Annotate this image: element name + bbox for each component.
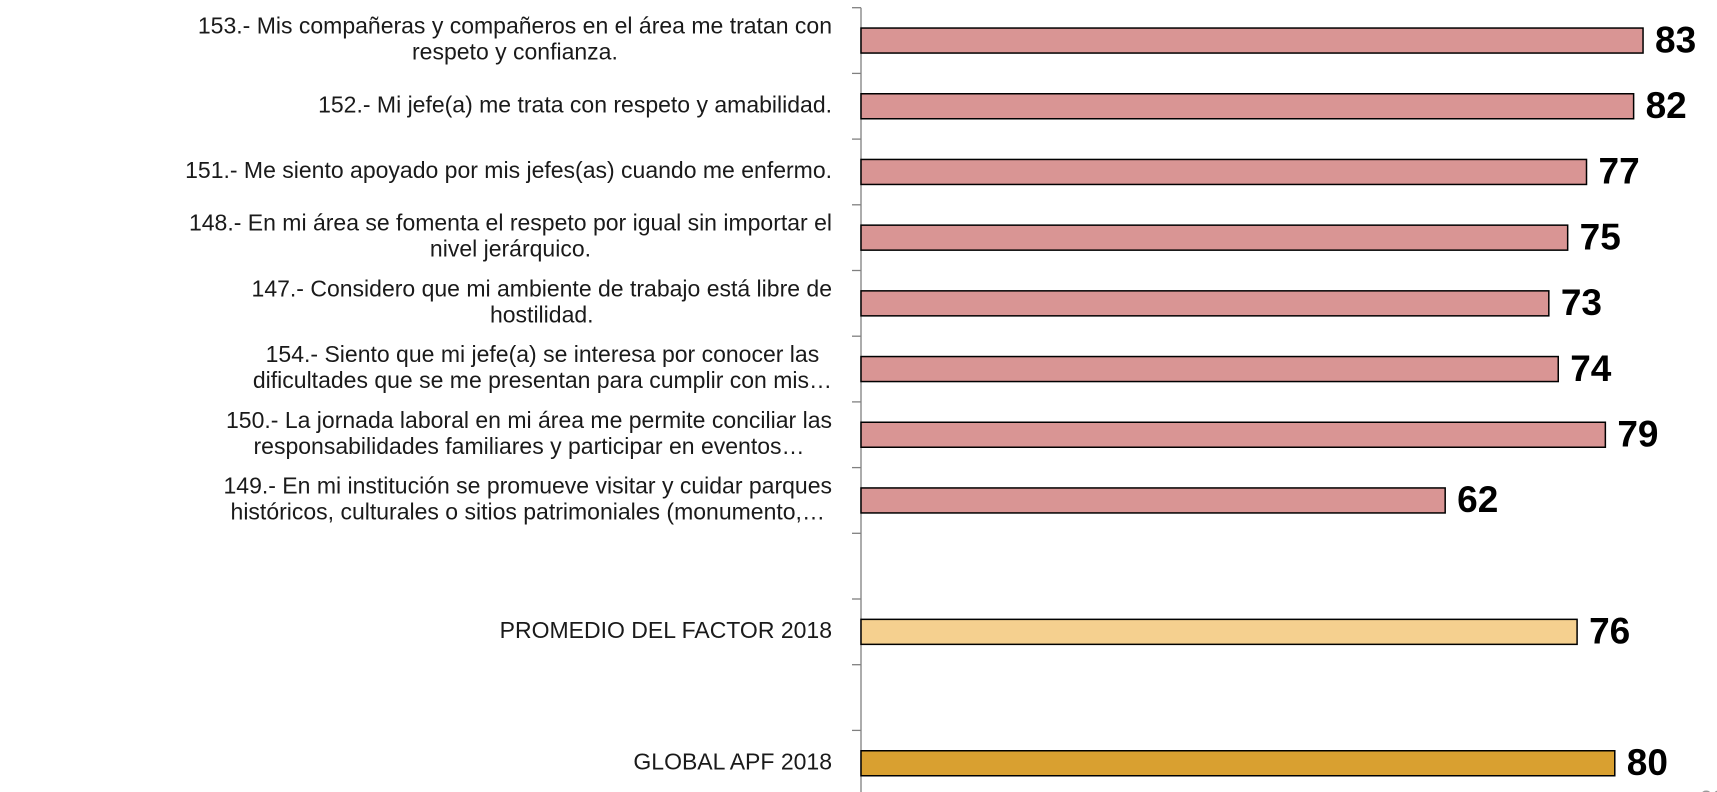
category-label: 152.- Mi jefe(a) me trata con respeto y … <box>318 91 832 117</box>
category-label: 148.- En mi área se fomenta el respeto p… <box>189 210 832 236</box>
category-label: dificultades que se me presentan para cu… <box>253 367 832 393</box>
category-label: 151.- Me siento apoyado por mis jefes(as… <box>185 157 832 183</box>
bar <box>860 158 1588 186</box>
value-label: 80 <box>1627 742 1668 783</box>
bar <box>860 27 1644 54</box>
page-number: 20 <box>1700 786 1717 792</box>
category-label: 150.- La jornada laboral en mi área me p… <box>226 407 832 433</box>
value-label: 77 <box>1599 151 1640 192</box>
bar <box>860 750 1616 777</box>
category-label: 147.- Considero que mi ambiente de traba… <box>252 275 832 301</box>
value-label: 62 <box>1457 479 1498 520</box>
category-label: 153.- Mis compañeras y compañeros en el … <box>198 13 832 39</box>
value-label: 83 <box>1655 19 1696 60</box>
value-label: 74 <box>1570 348 1612 389</box>
category-label: responsabilidades familiares y participa… <box>254 433 805 459</box>
category-label: 154.- Siento que mi jefe(a) se interesa … <box>266 341 820 367</box>
bar <box>860 93 1635 120</box>
value-label: 82 <box>1646 85 1687 126</box>
category-label: respeto y confianza. <box>412 39 618 65</box>
value-label: 73 <box>1561 282 1602 323</box>
value-label: 76 <box>1589 611 1630 652</box>
category-label: PROMEDIO DEL FACTOR 2018 <box>500 617 832 643</box>
value-label: 75 <box>1580 216 1621 257</box>
category-label: GLOBAL APF 2018 <box>633 748 832 774</box>
bar <box>860 618 1578 646</box>
bar <box>860 290 1550 317</box>
value-label: 79 <box>1617 414 1658 455</box>
category-label: hostilidad. <box>490 301 594 327</box>
bar <box>860 355 1559 383</box>
category-label: históricos, culturales o sitios patrimon… <box>231 499 825 525</box>
bar <box>860 421 1607 448</box>
category-label: nivel jerárquico. <box>430 236 591 262</box>
bar <box>860 487 1446 514</box>
bar <box>860 224 1569 251</box>
category-label: 149.- En mi institución se promueve visi… <box>223 473 832 499</box>
